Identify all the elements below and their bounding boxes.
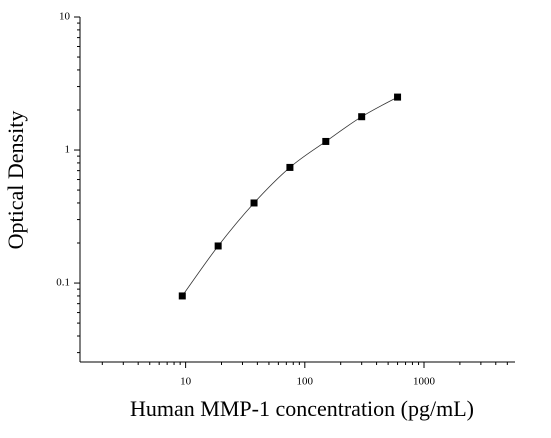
x-tick-label: 10: [180, 376, 192, 388]
y-tick-label: 0.1: [56, 277, 70, 289]
y-axis-title: Optical Density: [3, 111, 28, 250]
y-tick-label: 1: [65, 144, 71, 156]
point: [358, 113, 366, 121]
fit-curve: [181, 96, 398, 297]
point: [286, 163, 294, 171]
x-tick-label: 100: [297, 376, 314, 388]
x-tick-label: 1000: [413, 376, 436, 388]
point: [178, 292, 186, 300]
x-axis-title: Human MMP-1 concentration (pg/mL): [130, 396, 474, 421]
point: [214, 242, 222, 250]
point: [322, 137, 330, 145]
y-tick-label: 10: [59, 11, 71, 23]
point: [394, 93, 402, 101]
point: [250, 199, 258, 207]
